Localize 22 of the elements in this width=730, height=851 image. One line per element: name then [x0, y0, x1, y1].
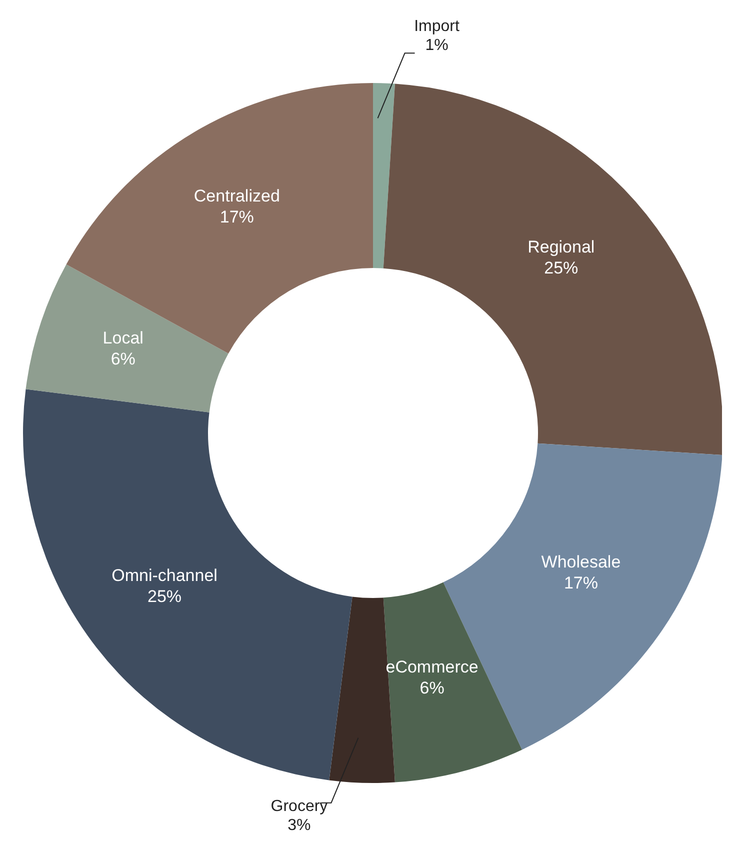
donut-slice — [383, 84, 722, 455]
slice-label: Import — [414, 18, 460, 36]
data-label: 25% — [544, 258, 578, 278]
slice-label: Local — [102, 328, 144, 348]
data-label: 17% — [564, 574, 598, 593]
slice-label: Wholesale — [541, 552, 621, 572]
donut-slice — [373, 83, 395, 268]
data-label: 25% — [148, 586, 182, 606]
donut-slice — [23, 389, 352, 780]
slice-label: Regional — [528, 238, 595, 257]
slice-label: Centralized — [194, 186, 280, 206]
data-label: 17% — [220, 207, 254, 226]
data-label: 3% — [288, 816, 311, 834]
data-label: 1% — [425, 37, 448, 54]
slice-label: Omni-channel — [112, 566, 218, 585]
donut-slice — [66, 83, 373, 354]
data-label: 6% — [110, 349, 136, 368]
data-label: 6% — [420, 678, 444, 698]
donut-slice — [26, 264, 228, 412]
slice-label: Grocery — [270, 798, 328, 815]
donut-slice — [383, 582, 522, 782]
slice-label: eCommerce — [386, 657, 478, 676]
